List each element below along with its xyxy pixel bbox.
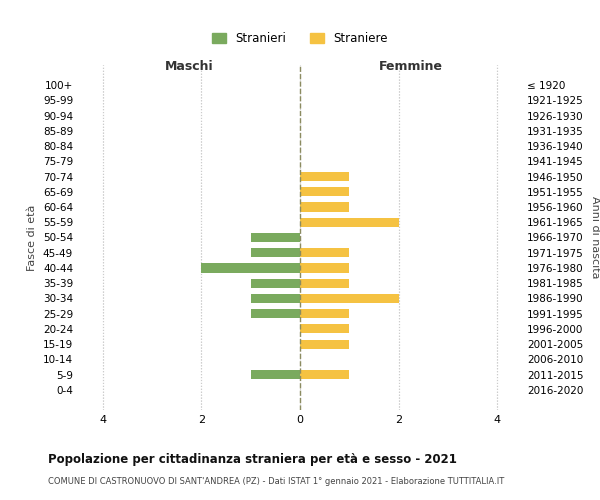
- Bar: [251, 370, 300, 379]
- Bar: [300, 340, 349, 348]
- Bar: [251, 248, 300, 258]
- Bar: [300, 294, 398, 303]
- Bar: [300, 188, 349, 196]
- Bar: [202, 264, 300, 272]
- Text: COMUNE DI CASTRONUOVO DI SANT'ANDREA (PZ) - Dati ISTAT 1° gennaio 2021 - Elabora: COMUNE DI CASTRONUOVO DI SANT'ANDREA (PZ…: [48, 478, 504, 486]
- Bar: [300, 202, 349, 211]
- Bar: [251, 278, 300, 287]
- Bar: [300, 370, 349, 379]
- Y-axis label: Anni di nascita: Anni di nascita: [590, 196, 600, 279]
- Bar: [300, 278, 349, 287]
- Legend: Stranieri, Straniere: Stranieri, Straniere: [206, 26, 394, 51]
- Text: Femmine: Femmine: [379, 60, 443, 73]
- Text: Maschi: Maschi: [164, 60, 214, 73]
- Bar: [300, 248, 349, 258]
- Bar: [300, 324, 349, 334]
- Bar: [300, 218, 398, 227]
- Bar: [300, 309, 349, 318]
- Bar: [251, 233, 300, 242]
- Y-axis label: Fasce di età: Fasce di età: [28, 204, 37, 270]
- Bar: [251, 309, 300, 318]
- Bar: [251, 294, 300, 303]
- Bar: [300, 264, 349, 272]
- Text: Popolazione per cittadinanza straniera per età e sesso - 2021: Popolazione per cittadinanza straniera p…: [48, 452, 457, 466]
- Bar: [300, 172, 349, 181]
